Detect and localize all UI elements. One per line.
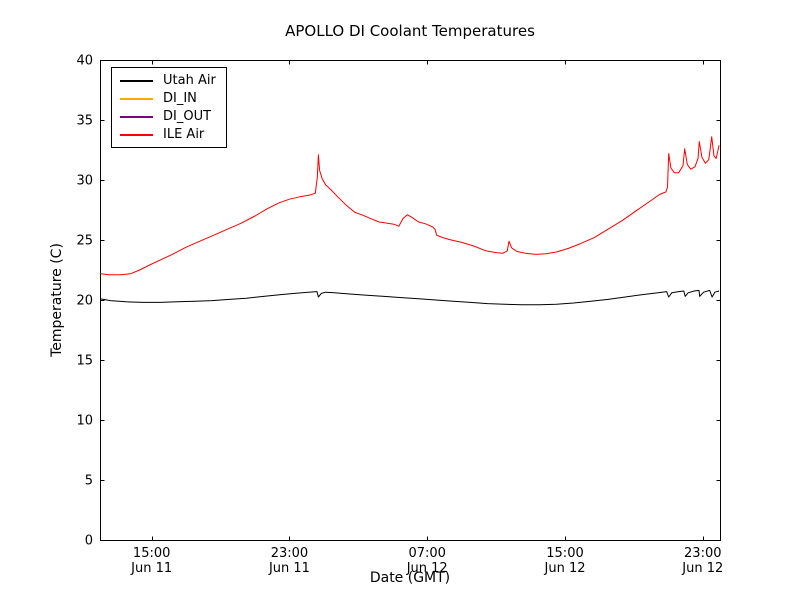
legend-label: ILE Air [163,127,205,142]
legend-line-swatch-di-in [120,97,153,100]
y-tick-label: 5 [85,474,93,489]
x-tick-date-label: Jun 12 [406,561,448,576]
legend-line-swatch-utah-air [120,79,153,82]
legend-line-swatch-di-out [120,115,153,118]
legend-item-di-out: DI_OUT [120,109,216,124]
y-tick-label: 30 [76,174,93,189]
legend-label: DI_IN [163,91,197,106]
y-tick-label: 35 [76,114,93,129]
legend-item-di-in: DI_IN [120,91,216,106]
x-tick-time-label: 23:00 [684,546,721,561]
chart-title: APOLLO DI Coolant Temperatures [285,22,535,40]
legend-line-swatch-ile-air [120,133,153,136]
x-tick-time-label: 07:00 [408,546,445,561]
legend-item-ile-air: ILE Air [120,127,216,142]
x-tick-time-label: 15:00 [133,546,170,561]
y-tick-label: 15 [76,354,93,369]
y-tick-label: 10 [76,414,93,429]
legend-item-utah-air: Utah Air [120,73,216,88]
legend: Utah Air DI_IN DI_OUT ILE Air [111,67,227,148]
x-tick-time-label: 23:00 [271,546,308,561]
x-tick-date-label: Jun 11 [130,561,172,576]
legend-label: Utah Air [163,73,216,88]
series-line-utah-air [99,289,720,306]
y-tick-label: 40 [76,54,93,69]
x-tick-time-label: 15:00 [546,546,583,561]
x-axis-label: Date (GMT) [369,570,451,586]
x-tick-date-label: Jun 11 [268,561,310,576]
x-tick-date-label: Jun 12 [544,561,586,576]
legend-label: DI_OUT [163,109,212,124]
series-line-ile-air [99,136,720,276]
y-tick-label: 20 [76,294,93,309]
y-tick-label: 25 [76,234,93,249]
y-tick-label: 0 [85,534,93,549]
x-tick-date-label: Jun 12 [681,561,723,576]
